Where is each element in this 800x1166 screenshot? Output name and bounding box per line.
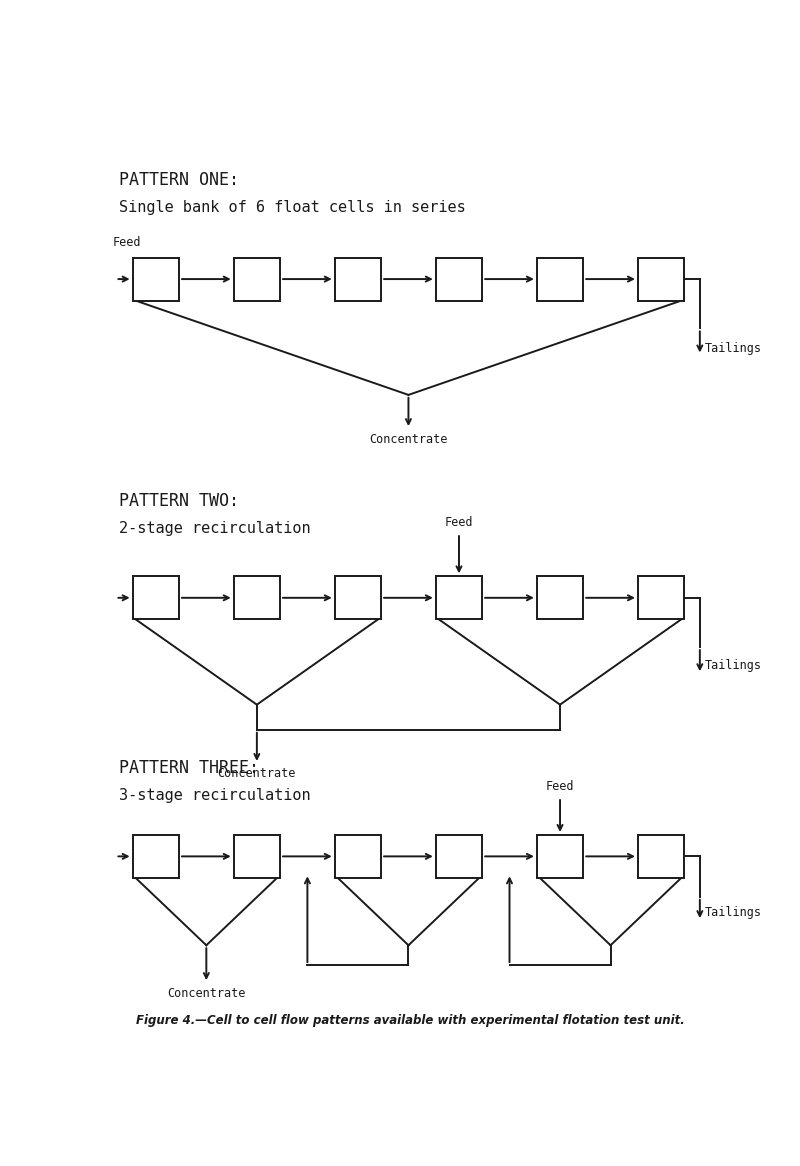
Bar (133, 576, 179, 619)
Text: Tailings: Tailings (705, 659, 762, 672)
Text: PATTERN ONE:: PATTERN ONE: (118, 171, 238, 189)
Text: Concentrate: Concentrate (218, 767, 296, 780)
Text: Concentrate: Concentrate (167, 988, 246, 1000)
Bar (436, 835, 482, 878)
Bar (133, 258, 179, 301)
Text: Figure 4.—Cell to cell flow patterns available with experimental flotation test : Figure 4.—Cell to cell flow patterns ava… (136, 1014, 684, 1027)
Text: Single bank of 6 float cells in series: Single bank of 6 float cells in series (118, 201, 466, 215)
Bar (537, 576, 583, 619)
Bar (638, 835, 684, 878)
Bar (234, 835, 280, 878)
Bar (334, 576, 381, 619)
Text: PATTERN THREE:: PATTERN THREE: (118, 759, 258, 778)
Bar (234, 258, 280, 301)
Text: Feed: Feed (546, 780, 574, 793)
Text: Tailings: Tailings (705, 906, 762, 919)
Text: 3-stage recirculation: 3-stage recirculation (118, 788, 310, 803)
Bar (436, 258, 482, 301)
Bar (537, 835, 583, 878)
Bar (133, 835, 179, 878)
Text: Concentrate: Concentrate (370, 433, 448, 445)
Bar (334, 835, 381, 878)
Text: PATTERN TWO:: PATTERN TWO: (118, 492, 238, 510)
Bar (638, 258, 684, 301)
Text: Tailings: Tailings (705, 342, 762, 354)
Bar (334, 258, 381, 301)
Text: Feed: Feed (112, 236, 141, 248)
Text: Feed: Feed (445, 515, 474, 528)
Bar (537, 258, 583, 301)
Bar (436, 576, 482, 619)
Text: 2-stage recirculation: 2-stage recirculation (118, 520, 310, 535)
Bar (234, 576, 280, 619)
Bar (638, 576, 684, 619)
